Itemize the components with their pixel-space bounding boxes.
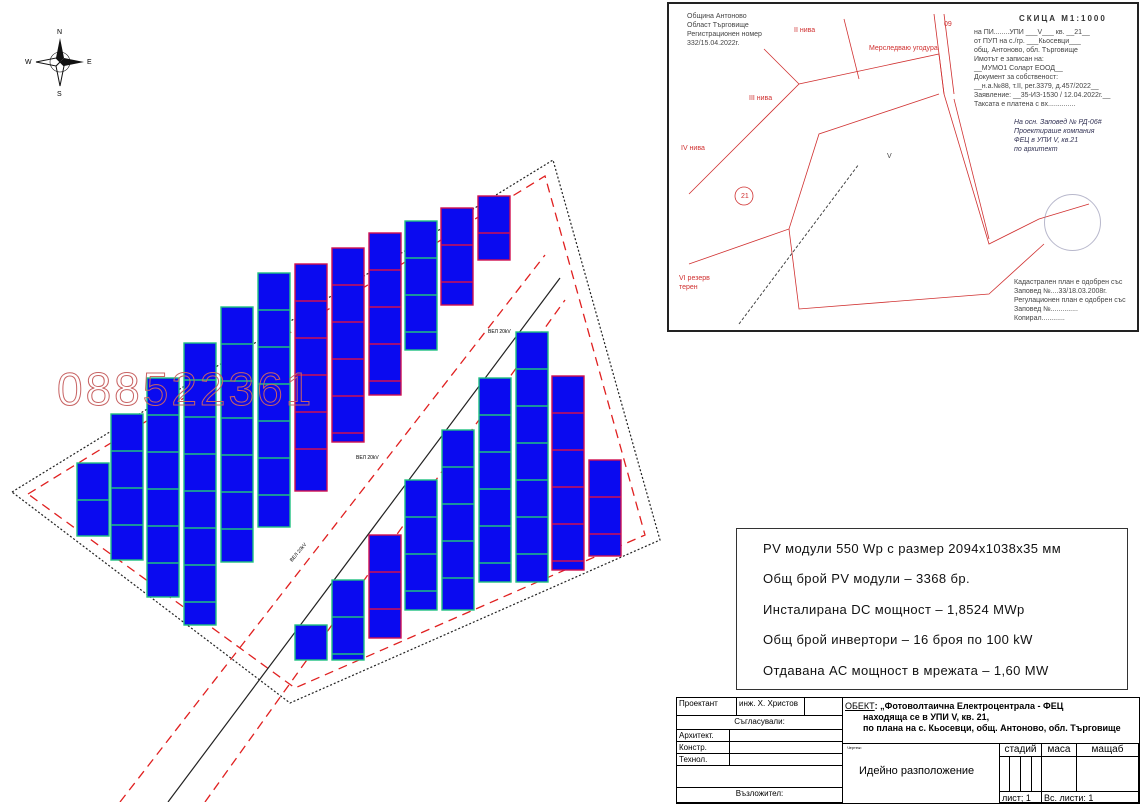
stage-cell: [1032, 757, 1042, 792]
pv-panel-row: [440, 207, 474, 306]
agreed-label: Съгласували:: [677, 716, 843, 730]
pv-panel-row: [477, 195, 511, 261]
architect-cell: [730, 730, 843, 742]
sketch-label: 21: [741, 193, 749, 200]
structural-label: Констр.: [677, 742, 730, 754]
plot-boundary: [10, 159, 661, 704]
structural-cell: [730, 742, 843, 754]
cadastral-sketch: Община Антоново Област Търговище Регистрац…: [667, 2, 1139, 332]
pv-panel-row: [515, 331, 549, 583]
power-line-label: ВЕЛ 20kV: [488, 329, 511, 335]
compass-s: S: [57, 91, 62, 98]
spec-ac-power: Отдавана АС мощност в мрежата – 1,60 MW: [763, 663, 1049, 678]
power-line-route: [167, 277, 561, 802]
pv-panel-row: [368, 534, 402, 639]
spec-dc-power: Инсталирана DC мощност – 1,8524 MWp: [763, 602, 1025, 617]
technology-label: Технол.: [677, 754, 730, 766]
power-line-label: ВЕЛ 20kV: [289, 542, 309, 564]
drawing-title: Идейно разположение: [859, 765, 975, 777]
pv-panel-row: [257, 272, 291, 528]
sketch-label: 09: [944, 21, 952, 28]
title-block: Проектант инж. Х. Христов Съгласували: А…: [676, 697, 1140, 804]
pv-panel-row: [551, 375, 585, 571]
power-line-label: ВЕЛ 20kV: [356, 455, 379, 461]
stage-cell: [1021, 757, 1032, 792]
mass-cell: [1042, 757, 1077, 792]
architect-label: Архитект.: [677, 730, 730, 742]
sketch-label: II нива: [794, 27, 816, 34]
stage-cell: [1000, 757, 1010, 792]
pv-panel-row: [331, 247, 365, 443]
pv-panel-row: [183, 342, 217, 626]
stage-cell: [1010, 757, 1021, 792]
pv-panel-row: [404, 220, 438, 351]
sketch-label: III нива: [749, 95, 773, 102]
compass-e: E: [87, 59, 92, 66]
sketch-label: VI резерв терен: [679, 275, 710, 291]
signature-cell: [805, 698, 843, 716]
sketch-left-info: Община Антоново Област Търговище Регистрац…: [687, 13, 762, 47]
sketch-lines: [688, 13, 1090, 325]
pv-panel-row: [404, 479, 438, 611]
pv-panel-row: [294, 263, 328, 492]
sketch-label: IV нива: [681, 145, 705, 152]
object-description: ОБЕКТ: „Фотоволтаична Електроцентрала - …: [845, 701, 1121, 733]
specifications-box: PV модули 550 Wp с размер 2094x1038x35 м…: [736, 528, 1128, 690]
empty-cell: [677, 766, 843, 788]
spec-inverters: Общ брой инвертори – 16 броя по 100 kW: [763, 632, 1033, 647]
divider: [999, 743, 1004, 803]
pv-panel-row: [368, 232, 402, 396]
pv-panel-row: [331, 579, 365, 661]
compass-rose: N S E W: [25, 29, 92, 98]
sketch-label: Мерследваю угодура: [869, 45, 938, 52]
pv-panel-row: [294, 624, 328, 661]
spec-module-count: Общ брой PV модули – 3368 бр.: [763, 571, 970, 586]
pv-panel-row: [110, 413, 144, 561]
sketch-right-info: на ПИ........УПИ ___V___ кв. __21__ от ПУ…: [974, 29, 1111, 108]
sketch-header: СКИЦА М1:1000: [1019, 14, 1107, 23]
compass-w: W: [25, 59, 32, 66]
compass-n: N: [57, 29, 62, 36]
official-stamp: [1044, 194, 1101, 251]
technology-cell: [730, 754, 843, 766]
mass-label: маса: [1042, 743, 1077, 757]
scale-label: мащаб: [1077, 743, 1139, 757]
phone-watermark: 088522361: [56, 363, 315, 416]
road-edge: [119, 254, 546, 802]
designer-label: Проектант: [677, 698, 737, 716]
spec-modules: PV модули 550 Wp с размер 2094x1038x35 м…: [763, 541, 1062, 556]
total-sheets: Вс. листи: 1: [1042, 792, 1139, 803]
pv-panel-row: [478, 377, 512, 583]
pv-panel-row: [220, 306, 254, 563]
sketch-handwritten-note: На осн. Заповед № РД-06# Проектираше комп…: [1014, 119, 1102, 153]
sketch-label: V: [887, 153, 892, 160]
stage-label: стадий: [1000, 743, 1042, 757]
pv-panel-row: [588, 459, 622, 557]
sheet-number: лист; 1: [1000, 792, 1042, 803]
client-label: Възложител:: [677, 788, 843, 803]
sketch-approval-info: Кадастрален план е одобрен със Заповед №.…: [1014, 279, 1126, 322]
pv-panel-row: [441, 429, 475, 611]
designer-name: инж. Х. Христов: [737, 698, 805, 716]
drawing-label: Чертеж:: [847, 745, 862, 750]
scale-cell: [1077, 757, 1139, 792]
